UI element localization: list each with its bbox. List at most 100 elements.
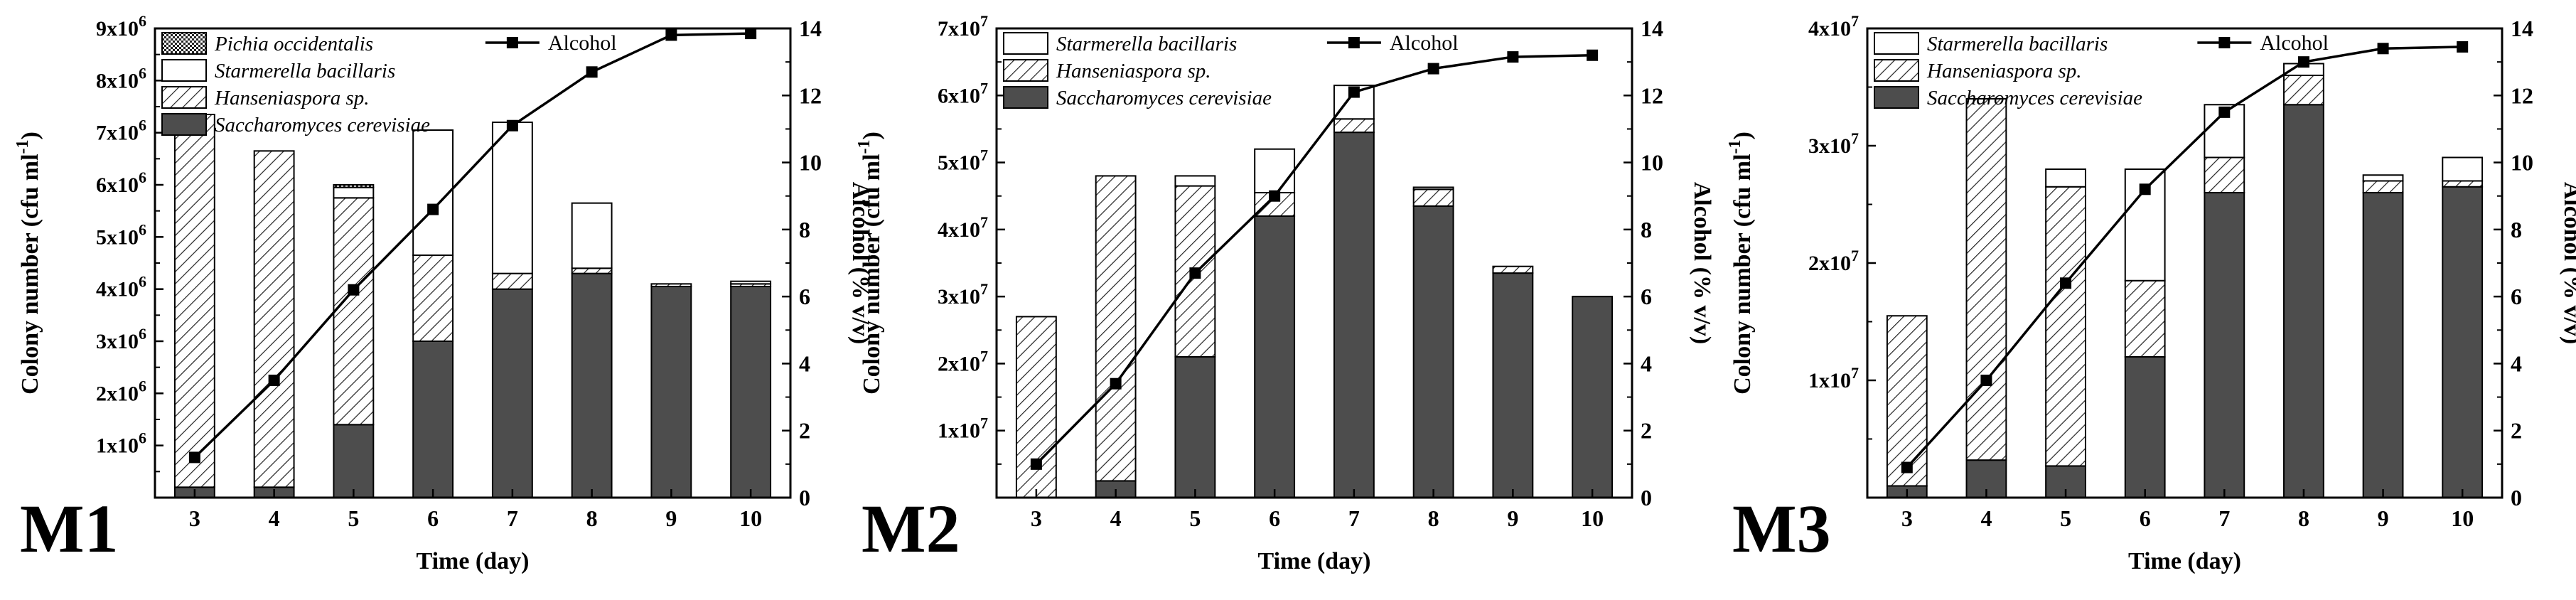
y-tick-label: 1x107 — [938, 414, 988, 443]
y2-tick-label: 4 — [2511, 350, 2522, 376]
x-tick-label: 7 — [507, 505, 518, 531]
tick-exponent: 7 — [980, 12, 988, 30]
legend-label: Saccharomyces cerevisiae — [1056, 87, 1272, 109]
y2-tick-label: 0 — [1641, 485, 1652, 510]
y-tick-label: 7x106 — [96, 117, 146, 145]
bar-segment — [571, 272, 613, 498]
bar-segment — [1492, 272, 1534, 498]
legend-swatch — [1003, 59, 1048, 82]
tick-exponent: 7 — [980, 280, 988, 298]
y2-tick-label: 2 — [2511, 418, 2522, 444]
y2-tick-label: 2 — [799, 418, 810, 444]
y2-tick-label: 12 — [799, 82, 822, 108]
y2-axis-title: Alcohol (% v/v) — [847, 182, 874, 345]
y2-tick-label: 12 — [2511, 82, 2533, 108]
bar-segment — [1174, 356, 1216, 498]
tick-base: 5x10 — [96, 225, 139, 249]
y-tick-label: 1x106 — [96, 429, 146, 458]
legend-swatch — [161, 32, 207, 55]
y2-axis-title: Alcohol (% v/v) — [2559, 182, 2576, 345]
bar-segment — [412, 341, 454, 498]
y2-axis-title: Alcohol (% v/v) — [1689, 182, 1715, 345]
bar-segment — [2442, 156, 2484, 182]
x-tick-label: 6 — [1269, 505, 1280, 531]
legend-marker — [2218, 37, 2231, 48]
tick-exponent: 6 — [139, 325, 146, 343]
x-tick-label: 7 — [2218, 505, 2230, 531]
bar-segment — [412, 255, 454, 342]
y2-tick-label: 4 — [1641, 350, 1652, 376]
bar-segment — [2204, 156, 2245, 193]
alcohol-point — [268, 375, 280, 386]
bar-segment — [2124, 356, 2166, 498]
y-axis-title: Colony number (cfu ml-1) — [14, 132, 43, 395]
y-axis-title-end: ) — [1729, 132, 1756, 139]
panel-label: M1 — [20, 491, 119, 567]
tick-exponent: 6 — [139, 220, 146, 238]
alcohol-point — [745, 28, 757, 40]
x-tick-label: 3 — [1031, 505, 1042, 531]
tick-exponent: 7 — [1851, 12, 1859, 30]
legend-swatch — [161, 113, 207, 136]
legend-line-label: Alcohol — [548, 31, 617, 55]
legend-label: Pichia occidentalis — [214, 33, 373, 55]
y2-tick-label: 8 — [1641, 217, 1652, 242]
bar-segment — [491, 122, 533, 274]
y2-tick-label: 4 — [799, 350, 810, 376]
bar-segment — [1965, 98, 2007, 461]
y-tick-label: 3x107 — [1808, 129, 1859, 158]
bar-segment — [333, 424, 375, 498]
tick-base: 1x10 — [96, 434, 139, 458]
y-tick-label: 8x106 — [96, 64, 146, 92]
bar-segment — [333, 197, 375, 426]
y-axis-title: Colony number (cfu ml-1) — [855, 132, 885, 395]
y-tick-label: 2x107 — [938, 347, 988, 375]
tick-exponent: 6 — [139, 117, 146, 134]
x-tick-label: 10 — [1581, 505, 1604, 531]
alcohol-point — [1189, 267, 1201, 279]
x-tick-label: 4 — [1110, 505, 1122, 531]
tick-exponent: 7 — [980, 414, 988, 432]
y2-tick-label: 10 — [2511, 150, 2533, 176]
y2-tick-label: 6 — [1641, 284, 1652, 309]
y-tick-label: 2x106 — [96, 377, 146, 405]
legend-swatch — [1874, 32, 1919, 55]
y-tick-label: 2x107 — [1808, 247, 1859, 275]
tick-base: 7x10 — [938, 17, 980, 41]
bar-segment — [2283, 75, 2324, 106]
y-axis-title-end: ) — [17, 132, 43, 139]
y-tick-label: 1x107 — [1808, 364, 1859, 392]
tick-exponent: 7 — [980, 347, 988, 365]
alcohol-line — [1906, 45, 2463, 468]
alcohol-point — [2218, 106, 2231, 118]
tick-exponent: 7 — [1851, 247, 1859, 264]
y-axis-title-sup: -1 — [855, 139, 874, 154]
panel-label: M3 — [1732, 491, 1831, 567]
y2-tick-label: 0 — [2511, 485, 2522, 510]
bar-segment — [650, 286, 692, 498]
bar-segment — [1095, 175, 1137, 482]
alcohol-point — [1427, 63, 1439, 75]
tick-base: 6x10 — [96, 173, 139, 197]
tick-exponent: 6 — [139, 273, 146, 291]
panel-label: M2 — [862, 491, 960, 567]
y2-tick-label: 8 — [799, 217, 810, 242]
bar-segment — [2204, 192, 2245, 498]
x-tick-label: 5 — [2060, 505, 2071, 531]
y2-tick-label: 8 — [2511, 217, 2522, 242]
x-tick-label: 4 — [269, 505, 280, 531]
alcohol-point — [427, 203, 439, 215]
y2-tick-label: 0 — [799, 485, 810, 510]
bar-segment — [491, 288, 533, 498]
legend-label: Saccharomyces cerevisiae — [215, 114, 430, 136]
alcohol-point — [2457, 41, 2469, 53]
bar-segment — [730, 286, 772, 498]
bar-segment — [1412, 205, 1454, 498]
tick-base: 3x10 — [938, 285, 980, 309]
y-axis-title-text: Colony number (cfu ml — [17, 154, 43, 394]
y-tick-label: 4x106 — [96, 273, 146, 301]
bar-segment — [2124, 279, 2166, 358]
y-tick-label: 6x107 — [938, 79, 988, 107]
